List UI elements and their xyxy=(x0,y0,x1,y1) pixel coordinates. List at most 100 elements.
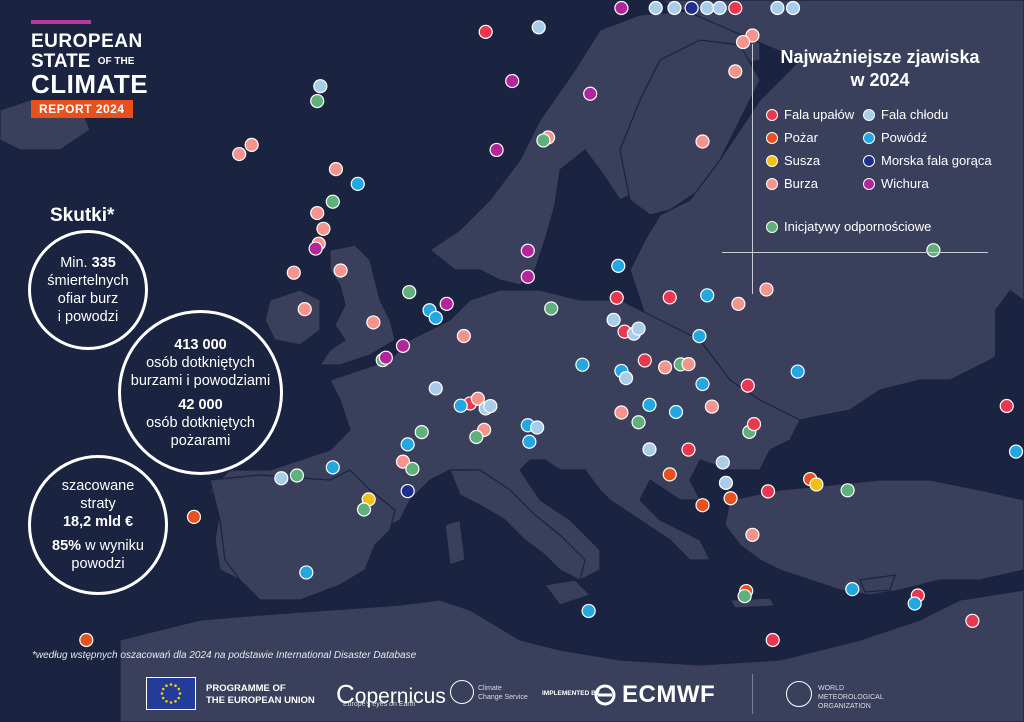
event-marker-wind xyxy=(489,142,504,158)
legend-label: Susza xyxy=(784,153,821,168)
event-marker-cold xyxy=(313,79,328,94)
wmo-emblem-icon xyxy=(786,681,812,707)
event-marker-flood xyxy=(428,310,443,325)
event-marker-res xyxy=(414,425,429,440)
event-marker-mhw xyxy=(684,0,699,16)
event-marker-storm xyxy=(316,221,331,236)
event-marker-storm xyxy=(728,64,743,79)
legend-item: Fala upałów xyxy=(766,107,854,122)
event-marker-storm xyxy=(333,263,348,278)
event-marker-flood xyxy=(325,460,340,475)
logo-line-3: CLIMATE xyxy=(31,69,149,100)
event-marker-cold xyxy=(428,381,443,396)
event-marker-flood xyxy=(907,596,922,611)
impact-affected-circle: 413 000 osób dotkniętych burzami i powod… xyxy=(118,310,283,475)
legend-item: Fala chłodu xyxy=(863,107,948,122)
impacts-title: Skutki* xyxy=(50,205,115,226)
event-marker-wind xyxy=(308,241,323,256)
turkey-land xyxy=(724,479,1024,596)
event-marker-flood xyxy=(642,397,657,412)
event-marker-cold xyxy=(715,455,730,470)
event-marker-cold xyxy=(618,371,634,386)
event-marker-storm xyxy=(731,296,746,311)
event-marker-wind xyxy=(395,338,411,353)
wmo-label: WORLD METEOROLOGICAL ORGANIZATION xyxy=(818,685,884,710)
event-marker-cold xyxy=(785,0,801,16)
event-marker-wind xyxy=(439,296,454,311)
impact-losses-circle: szacowane straty 18,2 mld € 85% w wyniku… xyxy=(28,455,168,595)
legend-title: Najważniejsze zjawiska w 2024 xyxy=(780,47,980,90)
event-marker-heat xyxy=(609,290,624,305)
legend-dot-icon xyxy=(863,154,875,167)
event-marker-cold xyxy=(606,312,621,327)
event-marker-storm xyxy=(735,34,751,50)
legend-label: Burza xyxy=(784,176,818,191)
legend-dot-icon xyxy=(863,108,875,121)
event-marker-heat xyxy=(965,613,980,628)
event-marker-storm xyxy=(297,302,312,317)
legend-item: Inicjatywy odpornościowe xyxy=(766,219,931,234)
cyprus-land xyxy=(859,574,896,593)
event-marker-heat xyxy=(478,24,493,39)
legend-divider-horizontal xyxy=(722,252,988,253)
event-marker-fire xyxy=(79,632,94,648)
event-marker-cold xyxy=(642,442,657,457)
event-marker-storm xyxy=(310,205,325,221)
event-marker-flood xyxy=(400,437,415,452)
event-marker-cold xyxy=(718,475,734,490)
event-marker-storm xyxy=(244,137,259,153)
event-marker-drought xyxy=(809,477,824,492)
eu-programme-label: PROGRAMME OF THE EUROPEAN UNION xyxy=(206,683,315,706)
legend-dot-icon xyxy=(766,177,778,190)
event-marker-wind xyxy=(378,350,393,365)
event-markers xyxy=(79,0,1024,648)
event-marker-cold xyxy=(531,20,546,35)
event-marker-heat xyxy=(740,378,755,393)
event-marker-res xyxy=(310,93,325,109)
event-marker-res xyxy=(631,415,646,430)
legend-item: Wichura xyxy=(863,176,929,191)
event-marker-cold xyxy=(770,0,785,16)
event-marker-flood xyxy=(668,404,684,420)
event-marker-res xyxy=(544,301,559,316)
legend-dot-icon xyxy=(766,131,778,144)
logo-line-2: STATE OF THE xyxy=(31,51,135,73)
legend-item: Pożar xyxy=(766,130,818,145)
event-marker-cold xyxy=(530,420,545,435)
event-marker-wind xyxy=(614,0,629,16)
event-marker-flood xyxy=(692,329,707,344)
event-marker-storm xyxy=(328,162,344,177)
ireland-land xyxy=(264,289,321,346)
event-marker-res xyxy=(356,502,372,517)
event-marker-flood xyxy=(453,398,468,413)
sicily-land xyxy=(543,579,592,606)
event-marker-heat xyxy=(765,632,780,648)
event-marker-cold xyxy=(274,471,289,486)
event-marker-cold xyxy=(712,0,727,16)
legend-dot-icon xyxy=(863,177,875,190)
event-marker-heat xyxy=(728,0,743,16)
report-logo: EUROPEAN STATE OF THE CLIMATE REPORT 202… xyxy=(31,20,151,119)
event-marker-mhw xyxy=(400,483,415,499)
legend-dot-icon xyxy=(766,108,778,121)
event-marker-heat xyxy=(999,398,1014,414)
event-marker-fire xyxy=(695,498,710,513)
impact-deaths-circle: Min. 335 śmiertelnych ofiar burz i powod… xyxy=(28,230,148,350)
event-marker-storm xyxy=(395,454,411,469)
legend-item: Burza xyxy=(766,176,818,191)
legend-label: Morska fala gorąca xyxy=(881,153,992,168)
event-marker-flood xyxy=(695,376,710,392)
event-marker-cold xyxy=(631,321,646,336)
event-marker-flood xyxy=(350,176,365,191)
event-marker-res xyxy=(325,194,340,209)
event-marker-cold xyxy=(700,0,715,16)
footnote: *według wstępnych oszacowań dla 2024 na … xyxy=(32,650,417,661)
event-marker-res xyxy=(737,588,752,604)
copernicus-tagline: Europe's eyes on Earth xyxy=(343,701,416,708)
legend-dot-icon xyxy=(863,131,875,144)
event-marker-cold xyxy=(648,0,663,16)
legend-label: Fala upałów xyxy=(784,107,855,122)
finland-land xyxy=(619,39,761,216)
